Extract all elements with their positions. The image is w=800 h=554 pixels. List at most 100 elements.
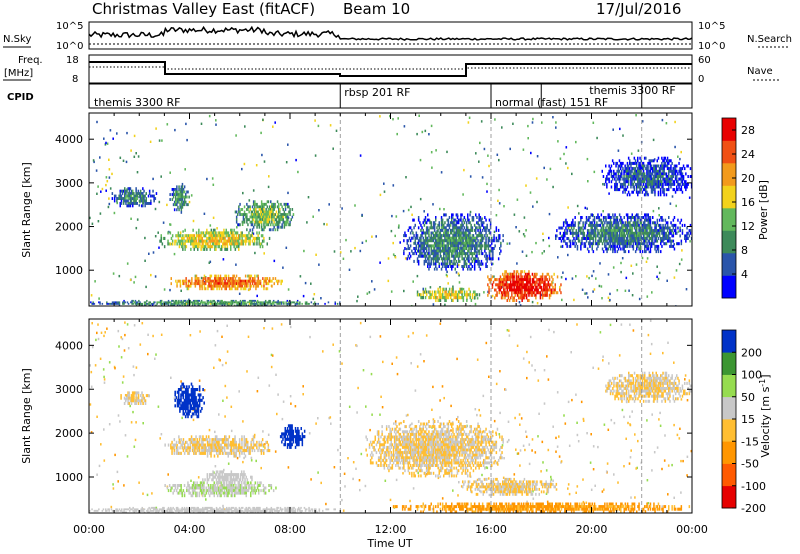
echo-cell xyxy=(592,234,595,238)
echo-cell xyxy=(660,226,662,230)
echo-cell xyxy=(428,231,430,235)
echo-cell xyxy=(182,188,185,191)
echo-cell xyxy=(127,194,129,198)
echo-cell xyxy=(186,301,188,304)
echo-cell xyxy=(548,285,551,289)
echo-cell xyxy=(636,221,638,225)
echo-cell xyxy=(198,245,200,249)
echo-cell xyxy=(605,226,607,230)
echo-cell xyxy=(252,208,255,211)
echo-cell xyxy=(460,247,462,250)
echo-cell xyxy=(225,282,227,286)
echo-cell xyxy=(106,180,109,183)
echo-cell xyxy=(472,241,475,245)
echo-cell xyxy=(618,169,621,173)
echo-cell xyxy=(648,175,650,178)
echo-cell xyxy=(275,220,278,224)
echo-cell xyxy=(580,226,582,230)
echo-cell xyxy=(671,182,673,186)
echo-cell xyxy=(657,237,660,240)
echo-cell xyxy=(122,301,124,304)
echo-cell xyxy=(634,223,637,227)
echo-cell xyxy=(640,180,642,184)
echo-cell xyxy=(568,223,571,227)
echo-cell xyxy=(531,280,534,284)
echo-cell xyxy=(277,301,279,304)
echo-cell xyxy=(114,301,116,304)
echo-cell xyxy=(615,175,617,178)
echo-cell xyxy=(183,299,186,302)
echo-cell xyxy=(643,180,646,184)
echo-cell xyxy=(480,241,483,245)
echo-cell xyxy=(481,223,484,227)
echo-cell xyxy=(89,216,91,220)
echo-cell xyxy=(512,299,514,302)
echo-cell xyxy=(657,244,660,248)
echo-cell xyxy=(117,197,119,200)
echo-cell xyxy=(251,234,254,238)
echo-cell xyxy=(233,234,235,238)
echo-cell xyxy=(145,301,147,304)
echo-cell xyxy=(639,218,641,222)
echo-cell xyxy=(255,284,257,288)
echo-cell xyxy=(632,247,635,251)
echo-cell xyxy=(435,218,437,222)
echo-cell xyxy=(672,167,674,171)
echo-cell xyxy=(249,208,251,211)
echo-cell xyxy=(171,242,174,246)
echo-cell xyxy=(449,228,452,232)
echo-cell xyxy=(528,288,530,292)
echo-cell xyxy=(544,293,546,297)
echo-cell xyxy=(204,239,207,243)
echo-cell xyxy=(614,221,616,225)
echo-cell xyxy=(656,231,659,235)
echo-cell xyxy=(195,236,198,240)
echo-cell xyxy=(553,272,555,276)
echo-cell xyxy=(243,287,246,291)
echo-cell xyxy=(523,293,526,297)
echo-cell xyxy=(409,239,412,243)
echo-cell xyxy=(580,247,582,251)
echo-cell xyxy=(201,282,203,286)
echo-cell xyxy=(591,247,593,251)
echo-cell xyxy=(652,234,654,238)
echo-cell xyxy=(628,250,630,254)
echo-cell xyxy=(208,261,211,264)
power-heatmap-data xyxy=(89,114,692,306)
echo-cell xyxy=(244,287,247,291)
echo-cell xyxy=(203,274,206,278)
echo-cell xyxy=(455,296,458,300)
echo-cell xyxy=(607,221,609,225)
echo-cell xyxy=(614,188,616,192)
echo-cell xyxy=(174,242,176,246)
echo-cell xyxy=(125,194,127,198)
echo-cell xyxy=(643,185,646,189)
echo-cell xyxy=(282,220,284,224)
echo-cell xyxy=(203,247,206,251)
echo-cell xyxy=(642,177,645,181)
echo-cell xyxy=(255,164,258,167)
echo-cell xyxy=(230,304,233,306)
echo-cell xyxy=(646,226,648,230)
echo-cell xyxy=(441,226,444,230)
echo-cell xyxy=(448,259,451,263)
echo-cell xyxy=(648,242,651,246)
echo-cell xyxy=(224,282,226,286)
echo-cell xyxy=(500,293,503,297)
echo-cell xyxy=(421,130,424,134)
echo-cell xyxy=(514,288,516,292)
echo-cell xyxy=(664,172,666,176)
echo-cell xyxy=(224,236,226,240)
echo-cell xyxy=(227,234,230,238)
echo-cell xyxy=(610,239,613,243)
echo-cell xyxy=(154,301,156,304)
echo-cell xyxy=(634,234,637,238)
echo-cell xyxy=(239,234,241,238)
echo-cell xyxy=(245,213,247,216)
echo-cell xyxy=(260,304,262,306)
echo-cell xyxy=(644,218,646,222)
echo-cell xyxy=(209,247,211,251)
echo-cell xyxy=(568,244,571,248)
echo-cell xyxy=(135,304,138,306)
echo-cell xyxy=(475,293,477,297)
